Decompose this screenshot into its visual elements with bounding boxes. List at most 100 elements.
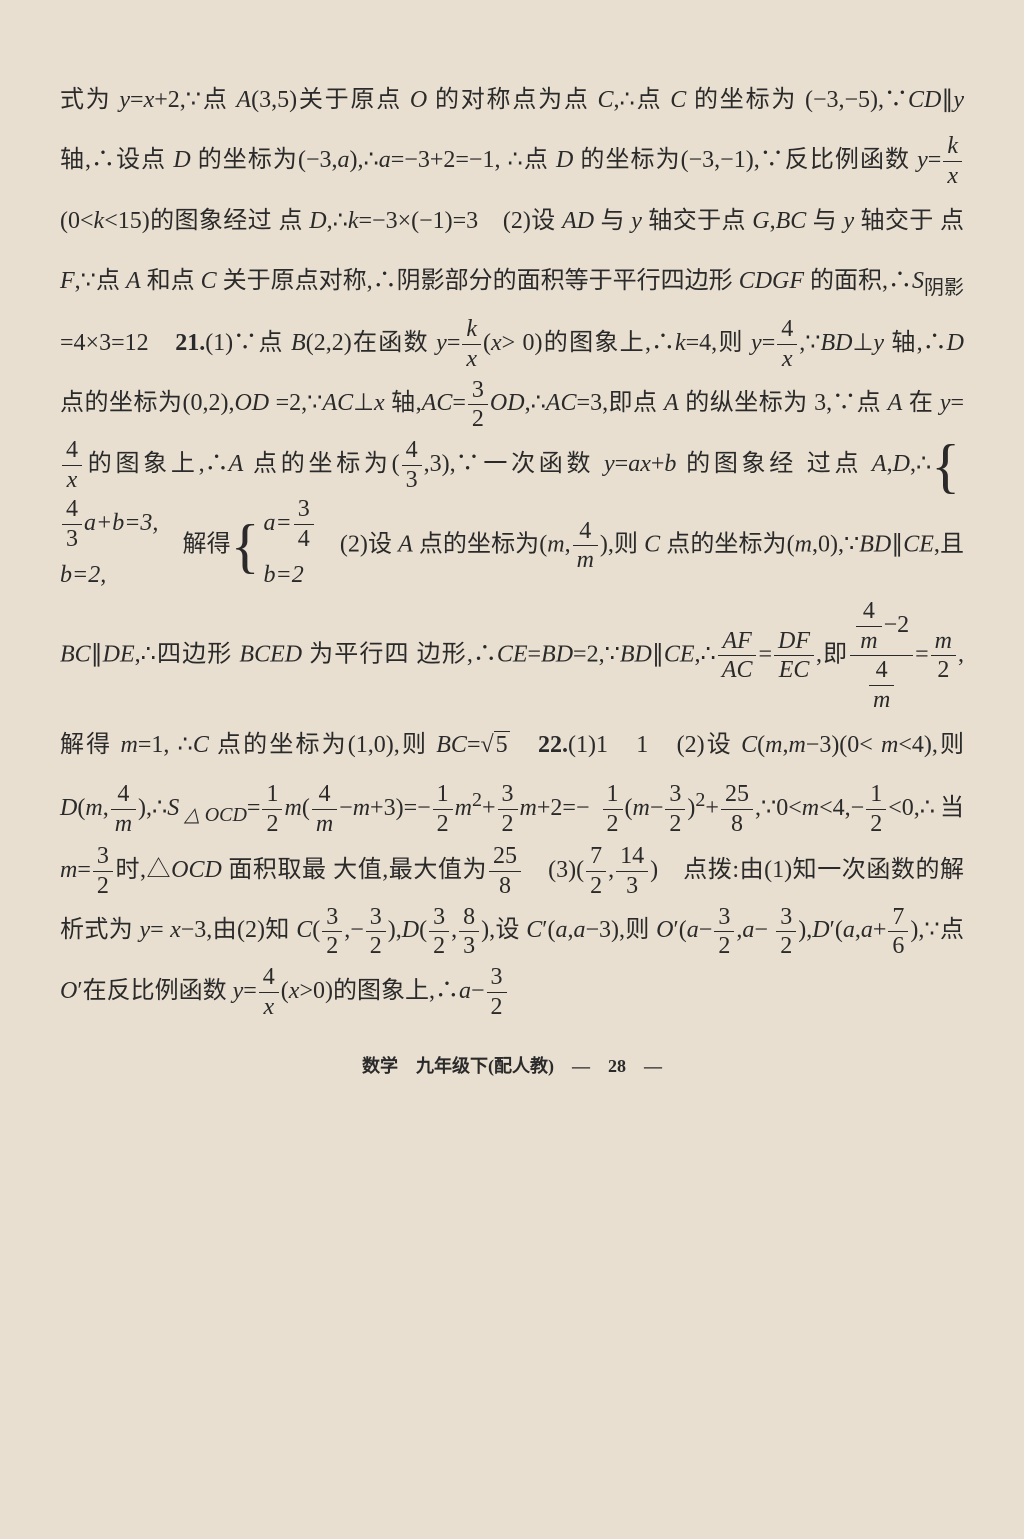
var-S: S: [167, 795, 179, 821]
text: ,: [608, 857, 614, 883]
text: ),∴: [350, 147, 379, 173]
text: (: [757, 732, 765, 758]
text: (1)∵点: [205, 330, 291, 356]
var-C: C: [741, 732, 757, 758]
var-y: y: [873, 330, 884, 356]
fraction-4-over-m: 4m: [573, 517, 598, 576]
var-D: D: [947, 330, 964, 356]
var-OCD: OCD: [171, 857, 222, 883]
var-BC: BC: [436, 732, 467, 758]
text: ,∴: [695, 641, 716, 667]
var-D: D: [402, 917, 419, 943]
text: ),∵点: [910, 917, 964, 943]
fraction-8-over-3: 83: [459, 903, 479, 962]
text: 点: [278, 208, 309, 234]
var-k: k: [348, 208, 359, 234]
fraction-4-over-x: 4x: [777, 315, 797, 374]
var-A: A: [236, 87, 251, 113]
text: =: [928, 147, 942, 173]
var-CDGF: CDGF: [739, 268, 804, 294]
var-m: m: [520, 795, 537, 821]
text: 的图象经: [676, 451, 797, 477]
fraction-25-over-8: 258: [721, 780, 753, 839]
var-A: A: [126, 268, 141, 294]
fraction-7-over-2: 72: [586, 842, 606, 901]
text: 点的坐标为(: [660, 531, 794, 557]
text: 在: [902, 390, 933, 416]
text: 点的坐标为(1,0),则: [209, 732, 436, 758]
text: 过点: [807, 451, 872, 477]
problem-22: 22.: [538, 732, 568, 758]
var-D: D: [173, 147, 190, 173]
fraction-m-over-2: m2: [931, 627, 956, 686]
fraction-1-over-2: 12: [433, 780, 453, 839]
text: (: [419, 917, 427, 943]
var-m: m: [547, 531, 564, 557]
text: 轴,: [385, 390, 422, 416]
var-AC: AC: [546, 390, 577, 416]
system-eq2: b=2: [264, 554, 316, 597]
text: −: [699, 917, 713, 943]
text: 点的坐标为(0,2),: [60, 390, 234, 416]
var-C: C: [193, 732, 209, 758]
fraction-3-over-2: 32: [498, 780, 518, 839]
text: (0<: [60, 208, 94, 234]
text: ),: [798, 917, 812, 943]
var-BC: BC: [776, 208, 807, 234]
text: =: [467, 732, 481, 758]
fraction-k-over-x: kx: [462, 315, 481, 374]
problem-21: 21.: [175, 330, 205, 356]
text: >: [502, 330, 516, 356]
text: <4,−: [819, 795, 864, 821]
text: ,3),∵一次函数: [424, 451, 604, 477]
var-CE: CE: [664, 641, 695, 667]
text: ∥: [941, 87, 953, 113]
fraction-3-over-4: 34: [294, 495, 314, 554]
subscript-yin: 阴影: [924, 277, 964, 299]
text: =: [452, 390, 466, 416]
text: =4,则: [686, 330, 751, 356]
var-m: m: [802, 795, 819, 821]
text: ′在反比例函数: [77, 978, 232, 1004]
exponent-2: 2: [695, 789, 705, 811]
text: =3,即点: [577, 390, 665, 416]
text: 为平行四: [302, 641, 409, 667]
text: 轴交于: [854, 208, 934, 234]
text: =1,: [138, 732, 170, 758]
text: −3,由(2)知: [181, 917, 296, 943]
text: (2,2)在函数: [306, 330, 436, 356]
var-O: O: [410, 87, 427, 113]
text: 的图象上,∴: [84, 451, 229, 477]
text: ∥: [652, 641, 664, 667]
var-ax: ax: [628, 451, 651, 477]
text: +2=−: [537, 795, 590, 821]
fraction-3-over-2: 32: [776, 903, 796, 962]
system-eq1: a+b=3,: [84, 510, 158, 536]
var-CE: CE: [903, 531, 934, 557]
text: (: [625, 795, 633, 821]
text: ′(: [674, 917, 687, 943]
text: ,∵: [799, 330, 820, 356]
text: (3,5)关于原点: [251, 87, 410, 113]
text: (: [302, 795, 310, 821]
fraction-1-over-2: 12: [262, 780, 282, 839]
text: −3)(0<: [806, 732, 873, 758]
fraction-7-over-6: 76: [888, 903, 908, 962]
fraction-14-over-3: 143: [616, 842, 648, 901]
fraction-k-over-x: kx: [943, 132, 962, 191]
fraction-1-over-2: 12: [603, 780, 623, 839]
var-D: D: [60, 795, 77, 821]
text: −: [650, 795, 664, 821]
text: 轴交于点: [642, 208, 752, 234]
text: ,∴: [327, 208, 348, 234]
text: (: [312, 917, 320, 943]
text: ),设: [481, 917, 526, 943]
var-D: D: [812, 917, 829, 943]
text: 与: [806, 208, 843, 234]
equation-system-1: 43a+b=3,b=2,: [60, 495, 158, 597]
text: −: [754, 917, 768, 943]
var-a: a: [843, 917, 855, 943]
var-BD: BD: [821, 330, 853, 356]
var-m: m: [788, 732, 805, 758]
text: =2,∵: [276, 390, 323, 416]
